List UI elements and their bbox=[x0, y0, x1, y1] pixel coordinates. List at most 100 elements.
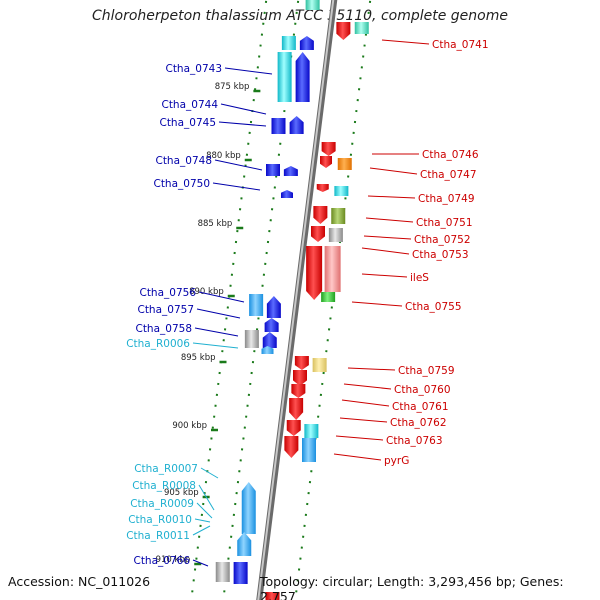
reverse-gene bbox=[286, 420, 301, 436]
reverse-gene-label: Ctha_0760 bbox=[394, 384, 451, 396]
gene-leader-line bbox=[343, 383, 392, 390]
reverse-gene-label: Ctha_0761 bbox=[392, 401, 449, 413]
reverse-gene-label: Ctha_0749 bbox=[418, 193, 475, 205]
rna-gene-label: Ctha_R0007 bbox=[134, 463, 198, 475]
forward-gene bbox=[266, 296, 281, 318]
gene-leader-line bbox=[224, 67, 273, 75]
gene-leader-line bbox=[192, 559, 209, 567]
gene-leader-line bbox=[218, 121, 267, 127]
reverse-gene-label: pyrG bbox=[384, 455, 409, 467]
rna-gene bbox=[241, 482, 256, 534]
reverse-gene bbox=[311, 226, 325, 242]
rna-gene-label: Ctha_R0008 bbox=[132, 480, 196, 492]
reverse-gene bbox=[293, 370, 307, 386]
forward-gene bbox=[277, 52, 292, 102]
reverse-gene bbox=[328, 228, 343, 242]
gene-leader-line bbox=[381, 39, 430, 45]
gene-leader-line bbox=[192, 525, 211, 536]
gene-leader-line bbox=[335, 435, 384, 441]
reverse-gene-label: Ctha_0747 bbox=[420, 169, 477, 181]
forward-gene bbox=[264, 318, 279, 332]
reverse-gene bbox=[320, 156, 332, 168]
gene-leader-line bbox=[198, 484, 215, 511]
genome-backbone-highlight bbox=[257, 0, 335, 600]
reverse-gene bbox=[321, 292, 336, 302]
gene-leader-line bbox=[192, 342, 239, 349]
gene-leader-line bbox=[194, 518, 211, 523]
reverse-gene bbox=[265, 592, 280, 600]
gene-leader-line bbox=[196, 502, 213, 519]
reverse-gene bbox=[334, 186, 349, 196]
forward-gene bbox=[299, 36, 314, 50]
reverse-gene bbox=[321, 142, 336, 156]
reverse-gene bbox=[312, 358, 327, 372]
reverse-gene bbox=[354, 22, 369, 34]
reverse-gene-label: Ctha_0762 bbox=[390, 417, 447, 429]
forward-gene-label: Ctha_0757 bbox=[137, 304, 194, 316]
gene-leader-line bbox=[347, 367, 396, 371]
reverse-gene-label: ileS bbox=[410, 272, 429, 284]
accession-label: Accession: NC_011026 bbox=[8, 574, 151, 589]
reverse-gene bbox=[336, 22, 351, 40]
gene-leader-line bbox=[198, 291, 245, 303]
reverse-gene bbox=[302, 438, 316, 462]
reverse-gene-label: Ctha_0763 bbox=[386, 435, 443, 447]
ruler-tick-label: 875 kbp bbox=[215, 82, 250, 92]
rna-gene bbox=[281, 36, 296, 50]
reverse-gene-label: Ctha_0741 bbox=[432, 39, 489, 51]
reverse-gene bbox=[306, 246, 323, 300]
reverse-gene bbox=[337, 158, 352, 170]
gene-leader-line bbox=[351, 301, 403, 307]
forward-gene bbox=[249, 294, 264, 316]
rna-gene bbox=[261, 346, 274, 354]
gene-leader-line bbox=[212, 182, 261, 191]
reverse-gene-label: Ctha_0751 bbox=[416, 217, 473, 229]
gene-leader-line bbox=[200, 467, 219, 479]
forward-gene bbox=[281, 190, 293, 198]
ruler-tick-label: 895 kbp bbox=[181, 353, 216, 363]
forward-gene bbox=[305, 0, 320, 10]
reverse-gene bbox=[304, 424, 319, 438]
ruler-tick-label: 880 kbp bbox=[206, 151, 241, 161]
rna-gene-label: Ctha_R0010 bbox=[128, 514, 192, 526]
gene-leader-line bbox=[365, 217, 414, 223]
forward-gene bbox=[271, 118, 286, 134]
ruler-tick-label: 910 kbp bbox=[156, 555, 191, 565]
forward-gene-label: Ctha_0758 bbox=[135, 323, 192, 335]
reverse-gene-label: Ctha_0746 bbox=[422, 149, 479, 161]
rna-gene bbox=[237, 532, 252, 556]
forward-gene-label: Ctha_0743 bbox=[165, 63, 222, 75]
ruler-tick-label: 890 kbp bbox=[189, 287, 224, 297]
rna-gene-label: Ctha_R0006 bbox=[126, 338, 190, 350]
reverse-gene bbox=[324, 246, 341, 292]
reverse-gene-label: Ctha_0753 bbox=[412, 249, 469, 261]
rna-gene-label: Ctha_R0011 bbox=[126, 530, 190, 542]
forward-gene bbox=[266, 164, 280, 176]
forward-gene bbox=[295, 52, 310, 102]
gene-leader-line bbox=[333, 453, 382, 461]
reverse-gene bbox=[291, 384, 306, 398]
gene-leader-line bbox=[220, 103, 267, 115]
gene-leader-line bbox=[339, 417, 388, 423]
rna-gene-label: Ctha_R0009 bbox=[130, 498, 194, 510]
reverse-gene-label: Ctha_0755 bbox=[405, 301, 462, 313]
ruler-tick-label: 900 kbp bbox=[172, 421, 207, 431]
forward-gene bbox=[215, 562, 230, 582]
gene-leader-line bbox=[341, 399, 390, 407]
topology-label: Topology: circular; Length: 3,293,456 bp… bbox=[260, 574, 564, 600]
reverse-gene bbox=[289, 398, 304, 420]
gene-leader-line bbox=[369, 167, 418, 175]
gene-leader-line bbox=[361, 273, 408, 278]
gene-leader-line bbox=[196, 308, 241, 319]
reverse-gene-label: Ctha_0752 bbox=[414, 234, 471, 246]
forward-gene bbox=[262, 332, 277, 348]
forward-gene bbox=[244, 330, 259, 348]
ruler-tick-label: 905 kbp bbox=[164, 488, 199, 498]
gene-leader-line bbox=[367, 195, 416, 199]
ruler-tick-label: 885 kbp bbox=[198, 219, 233, 229]
forward-gene-label: Ctha_0744 bbox=[161, 99, 218, 111]
gene-leader-line bbox=[363, 235, 412, 240]
forward-gene-label: Ctha_0750 bbox=[153, 178, 210, 190]
